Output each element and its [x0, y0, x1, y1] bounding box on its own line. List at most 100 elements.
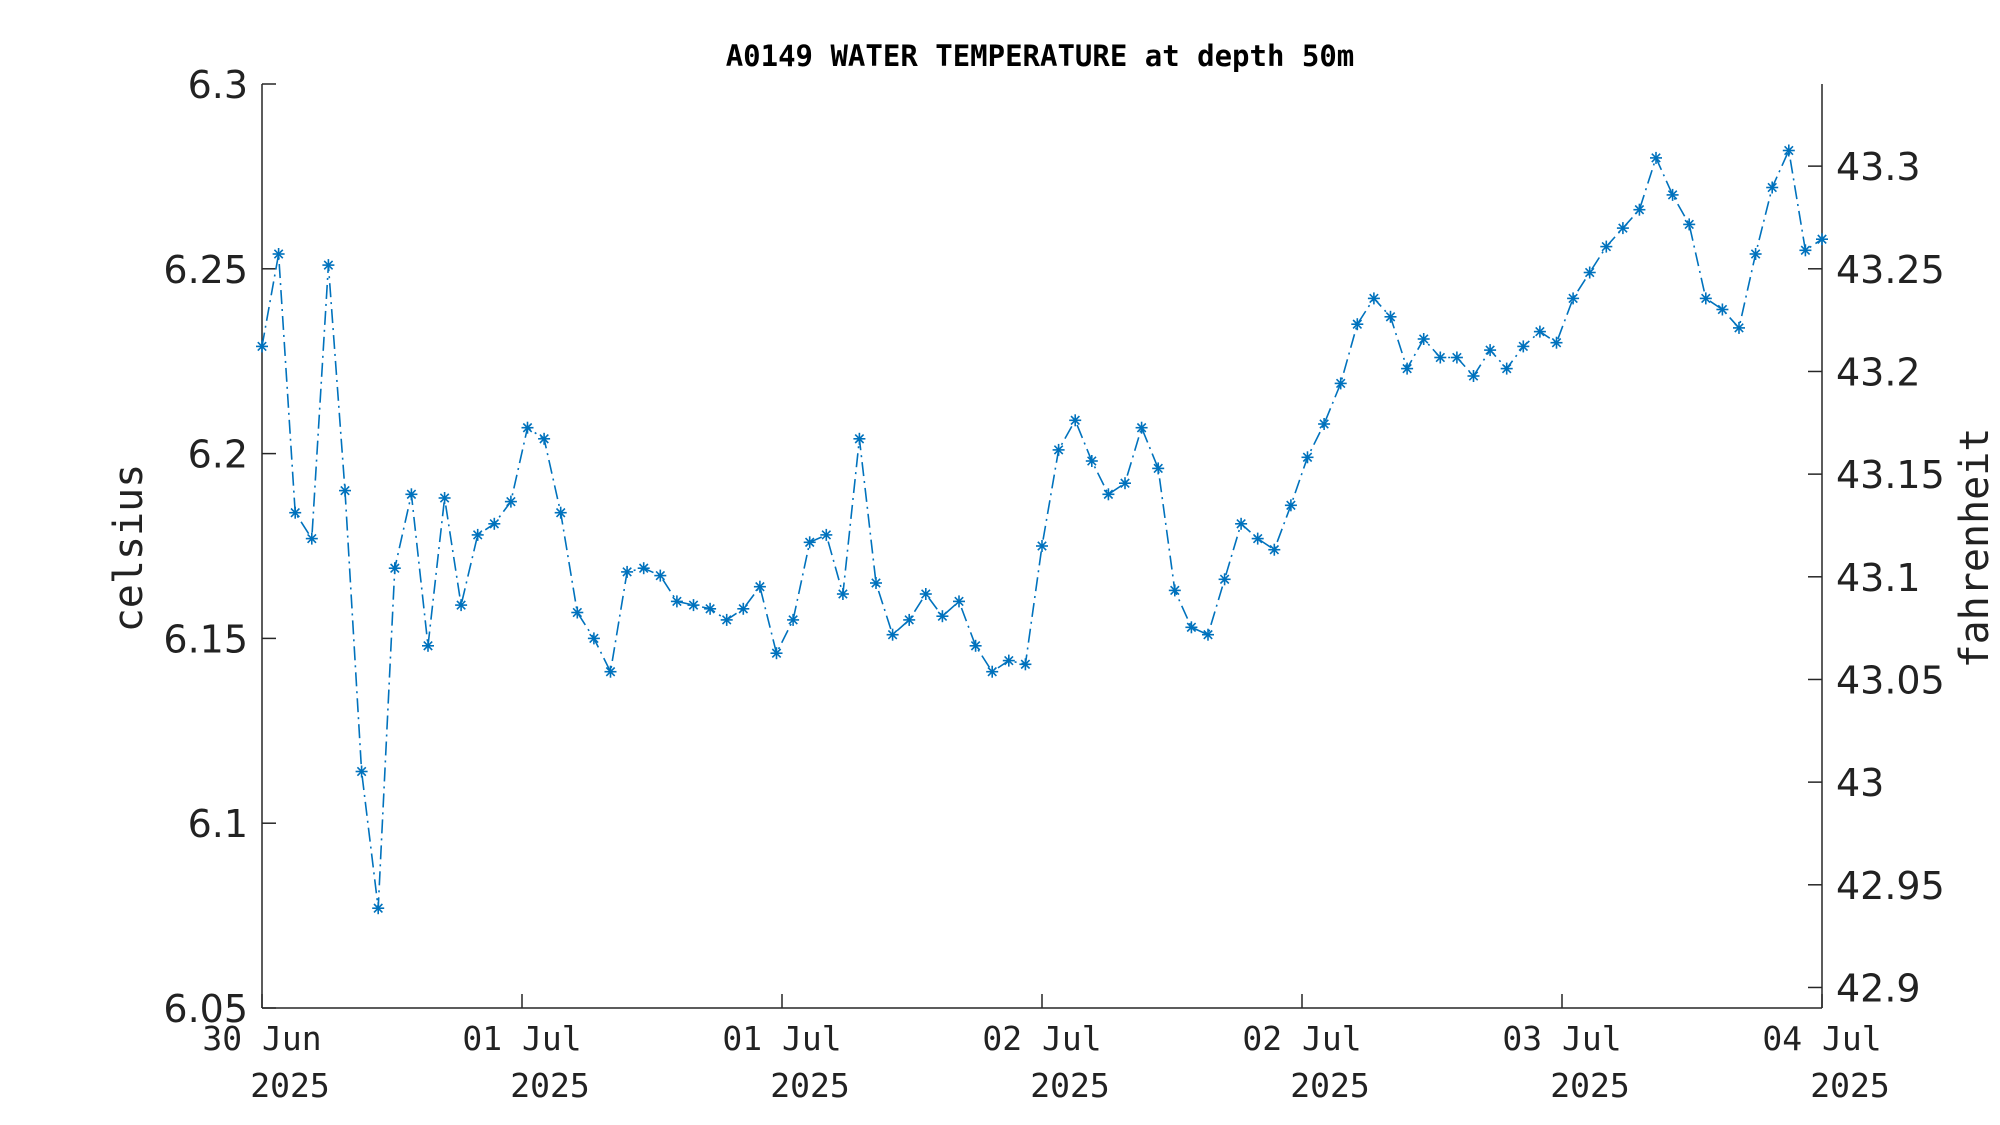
- data-point: [704, 602, 717, 615]
- x-tick-label-year: 2025: [1290, 1066, 1369, 1105]
- data-point: [1650, 151, 1662, 164]
- x-tick-label-day: 02 Jul: [982, 1019, 1101, 1058]
- data-point: [1417, 333, 1430, 345]
- data-point: [1367, 292, 1380, 305]
- y-tick-label-right: 43.05: [1836, 658, 1945, 702]
- y-tick-label-left: 6.15: [163, 617, 248, 661]
- data-point: [1268, 543, 1281, 556]
- y-axis-label-right: fahrenheit: [1952, 428, 1998, 669]
- x-tick-label-year: 2025: [770, 1066, 849, 1105]
- data-point: [670, 595, 683, 608]
- data-point: [737, 602, 750, 615]
- data-point: [1434, 351, 1447, 364]
- data-point: [455, 599, 468, 612]
- data-point: [1334, 377, 1347, 390]
- data-point: [1168, 584, 1181, 597]
- data-point: [1816, 233, 1828, 246]
- data-point: [289, 506, 302, 519]
- data-point: [1185, 621, 1198, 634]
- y-tick-label-right: 43.25: [1836, 248, 1945, 292]
- y-tick-label-left: 6.1: [188, 802, 248, 846]
- data-point: [405, 488, 418, 501]
- data-point: [969, 639, 982, 652]
- data-point: [1318, 418, 1331, 430]
- data-point: [1284, 499, 1297, 512]
- data-point: [1202, 628, 1214, 641]
- data-point: [1716, 303, 1729, 316]
- x-tick-label-year: 2025: [250, 1066, 329, 1105]
- data-point: [504, 495, 517, 508]
- data-point: [538, 432, 551, 445]
- x-tick-label-day: 30 Jun: [202, 1019, 321, 1058]
- data-point: [654, 569, 667, 582]
- x-tick-label-day: 02 Jul: [1242, 1019, 1361, 1058]
- data-point: [1733, 321, 1745, 334]
- data-point: [1036, 540, 1048, 552]
- y-tick-label-left: 6.25: [163, 248, 248, 292]
- data-point: [886, 628, 899, 641]
- data-point: [919, 588, 932, 600]
- data-point: [1002, 654, 1015, 667]
- series-line: [261, 147, 1823, 909]
- y-ticks-right: 42.9 42.95 43 43.05 43.1 43.15 43.2 43.25 43.3: [1808, 145, 1945, 1010]
- data-point: [1069, 414, 1082, 427]
- data-point: [1450, 351, 1463, 364]
- data-point: [1799, 244, 1812, 257]
- data-point: [1517, 340, 1530, 353]
- x-tick-label-year: 2025: [510, 1066, 589, 1105]
- data-point: [953, 595, 965, 608]
- data-point: [1666, 188, 1679, 201]
- data-point: [870, 577, 882, 589]
- y-tick-label-left: 6.05: [163, 987, 248, 1031]
- data-point: [587, 632, 600, 645]
- data-point: [803, 536, 816, 549]
- data-point: [1085, 455, 1098, 467]
- data-point: [720, 613, 733, 626]
- data-point: [1135, 421, 1148, 434]
- data-point: [753, 580, 766, 593]
- data-point: [936, 610, 949, 623]
- y-tick-label-left: 6.3: [188, 63, 248, 107]
- data-point: [1351, 318, 1364, 331]
- data-point: [853, 432, 866, 445]
- chart-title: A0149 WATER TEMPERATURE at depth 50m: [726, 39, 1355, 73]
- data-point: [770, 647, 783, 660]
- y-tick-label-right: 43.2: [1836, 350, 1921, 394]
- x-tick-label-year: 2025: [1550, 1066, 1629, 1105]
- data-point: [571, 606, 584, 619]
- data-point: [1218, 573, 1231, 586]
- data-point: [1550, 336, 1563, 349]
- data-point: [1152, 462, 1165, 475]
- y-tick-label-right: 42.95: [1836, 864, 1945, 908]
- data-point: [1384, 310, 1397, 323]
- data-point: [1301, 451, 1314, 464]
- y-tick-label-left: 6.2: [188, 433, 248, 477]
- y-tick-label-right: 43.1: [1836, 556, 1921, 600]
- data-point: [1467, 370, 1480, 382]
- data-point: [1235, 517, 1248, 530]
- data-point: [1600, 240, 1613, 253]
- x-tick-label-day: 04 Jul: [1762, 1019, 1881, 1058]
- data-point: [355, 765, 368, 778]
- y-ticks-left: 6.05 6.1 6.15 6.2 6.25 6.3: [163, 63, 276, 1031]
- data-point: [1484, 344, 1497, 357]
- x-tick-label-day: 03 Jul: [1502, 1019, 1621, 1058]
- data-point: [820, 528, 833, 541]
- data-point: [1567, 292, 1580, 305]
- data-point: [471, 528, 484, 541]
- x-tick-label-year: 2025: [1030, 1066, 1109, 1105]
- data-point: [339, 484, 351, 497]
- data-point: [787, 613, 800, 626]
- data-point: [521, 421, 534, 434]
- data-point: [1119, 477, 1131, 490]
- data-point: [637, 562, 650, 575]
- data-point: [1749, 248, 1762, 260]
- y-axis-label-left: celsius: [106, 464, 152, 633]
- data-point: [1766, 181, 1779, 194]
- data-point: [604, 665, 617, 678]
- data-point: [1633, 203, 1646, 216]
- data-point: [438, 492, 451, 504]
- data-point: [554, 506, 567, 519]
- data-point: [1401, 362, 1414, 375]
